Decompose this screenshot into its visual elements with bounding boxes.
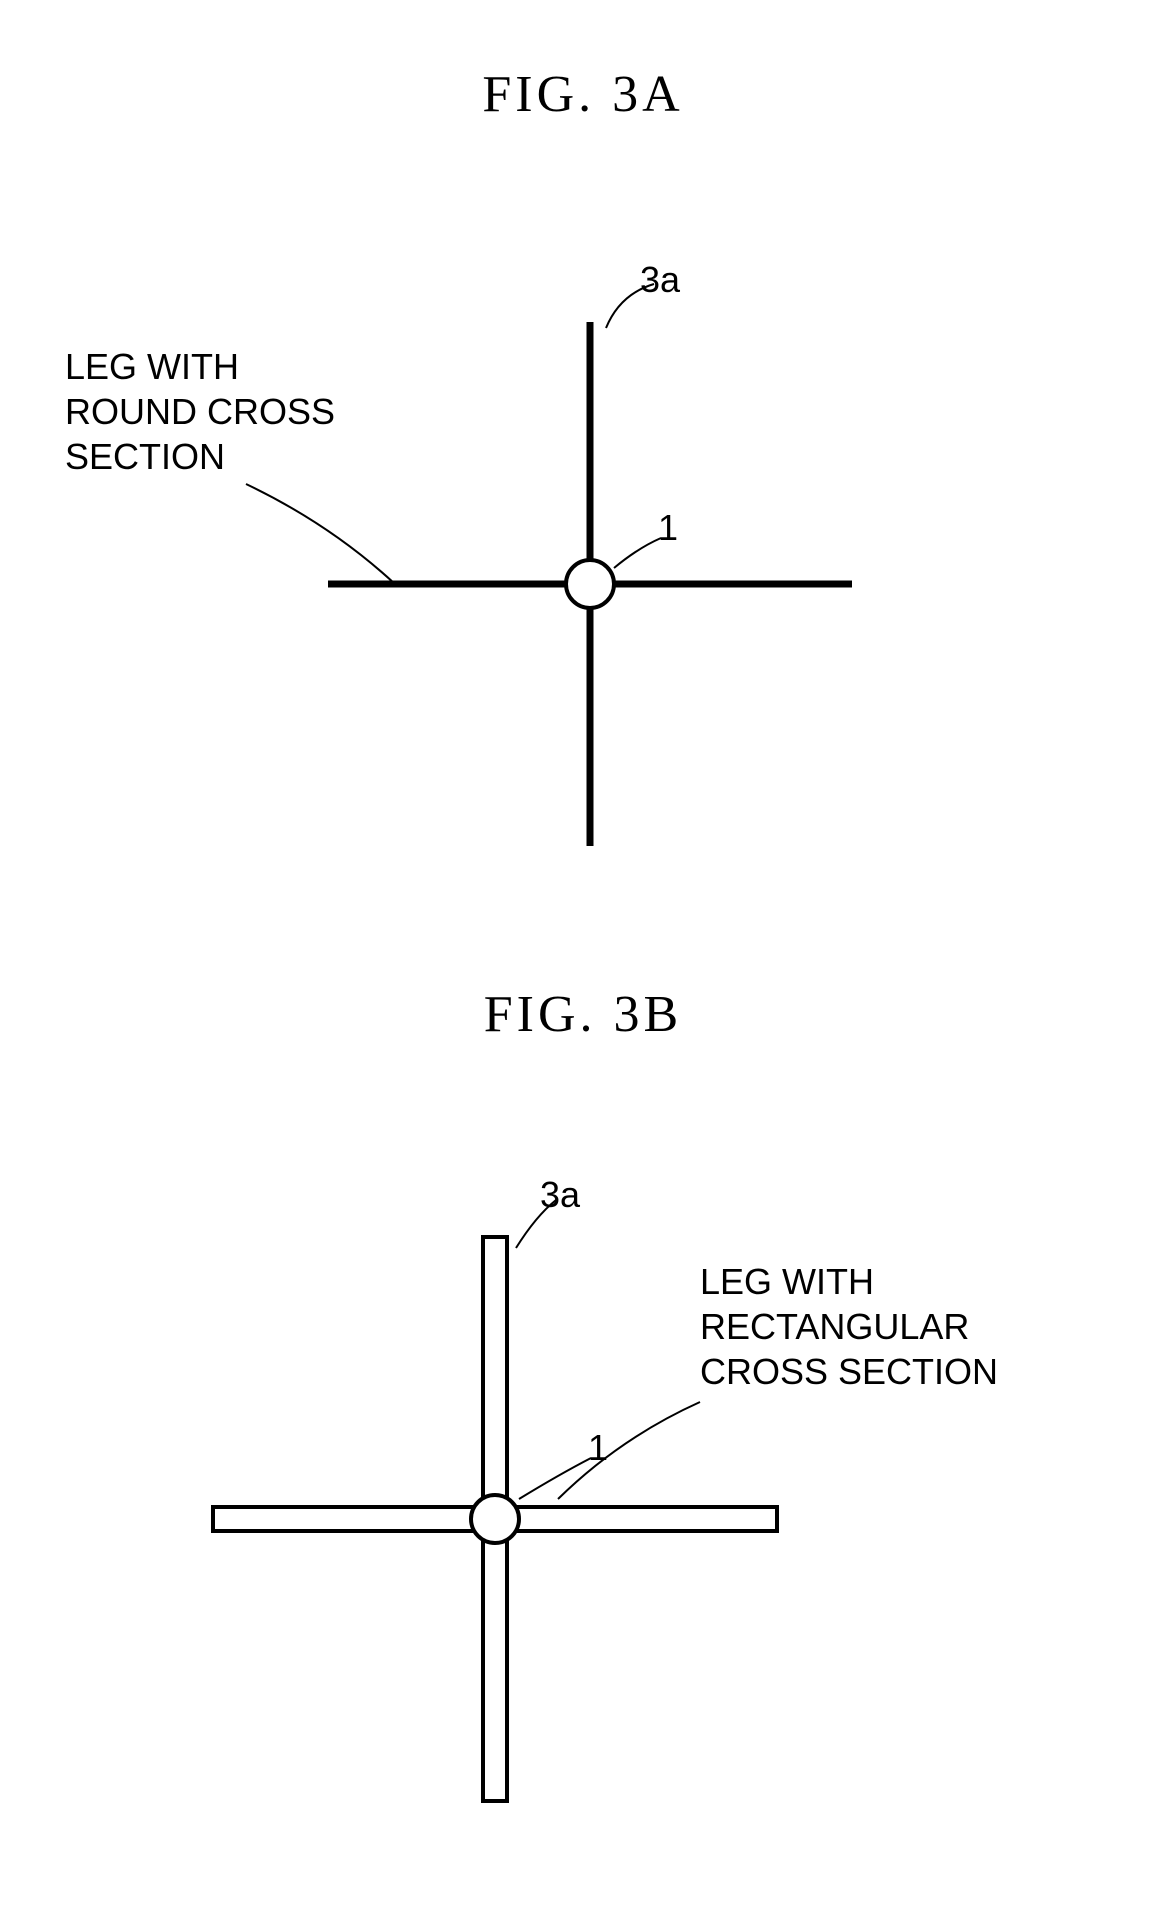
fig3b-arm-right (517, 1507, 777, 1531)
figure-3b-container: FIG. 3B LEG WITH RECTANGULAR CROSS SECTI… (0, 985, 1166, 1864)
fig3a-label-line2: ROUND CROSS (65, 389, 335, 434)
fig3a-center-circle (566, 560, 614, 608)
fig3a-leader-label (246, 484, 395, 584)
fig3a-label-line3: SECTION (65, 434, 335, 479)
fig3a-label-line1: LEG WITH (65, 344, 335, 389)
fig3a-description-label: LEG WITH ROUND CROSS SECTION (65, 344, 335, 479)
fig3a-ref-3a: 3a (640, 259, 680, 301)
figure-3b-diagram: LEG WITH RECTANGULAR CROSS SECTION 3a 1 (0, 1044, 1166, 1864)
fig3b-ref-3a: 3a (540, 1174, 580, 1216)
fig3b-ref-1: 1 (588, 1427, 608, 1469)
fig3b-arm-bottom (483, 1541, 507, 1801)
figure-3b-svg (0, 1044, 1166, 1864)
fig3b-leader-label (558, 1402, 700, 1499)
fig3b-description-label: LEG WITH RECTANGULAR CROSS SECTION (700, 1259, 998, 1394)
fig3b-arm-left (213, 1507, 473, 1531)
figure-3a-container: FIG. 3A LEG WITH ROUND CROSS SECTION 3a … (0, 65, 1166, 904)
fig3b-center-circle (471, 1495, 519, 1543)
fig3b-arm-top (483, 1237, 507, 1497)
figure-3a-title: FIG. 3A (0, 65, 1166, 124)
fig3b-label-line1: LEG WITH (700, 1259, 998, 1304)
fig3a-leader-1 (614, 538, 661, 568)
figure-3b-title: FIG. 3B (0, 985, 1166, 1044)
figure-3a-diagram: LEG WITH ROUND CROSS SECTION 3a 1 (0, 124, 1166, 904)
figure-3a-svg (0, 124, 1166, 904)
fig3a-ref-1: 1 (658, 507, 678, 549)
fig3b-label-line3: CROSS SECTION (700, 1349, 998, 1394)
fig3b-label-line2: RECTANGULAR (700, 1304, 998, 1349)
